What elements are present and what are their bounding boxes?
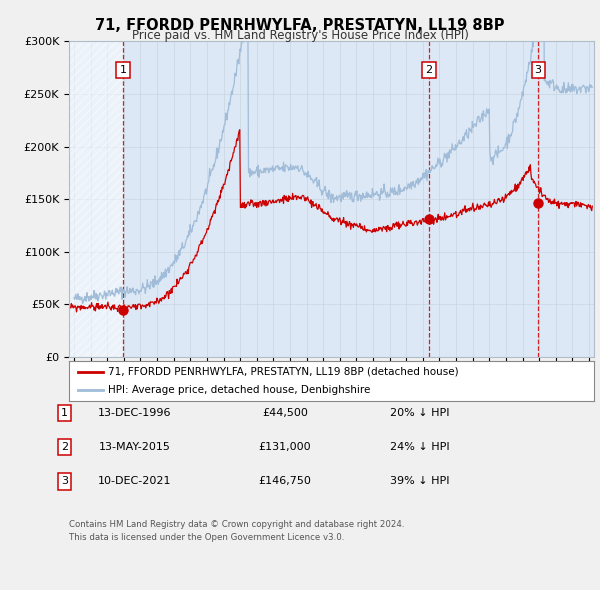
Text: 71, FFORDD PENRHWYLFA, PRESTATYN, LL19 8BP (detached house): 71, FFORDD PENRHWYLFA, PRESTATYN, LL19 8…: [109, 367, 459, 377]
Text: HPI: Average price, detached house, Denbighshire: HPI: Average price, detached house, Denb…: [109, 385, 371, 395]
Text: Price paid vs. HM Land Registry's House Price Index (HPI): Price paid vs. HM Land Registry's House …: [131, 30, 469, 42]
Bar: [69, 41, 123, 357]
Text: 10-DEC-2021: 10-DEC-2021: [98, 477, 172, 486]
Text: 24% ↓ HPI: 24% ↓ HPI: [390, 442, 450, 452]
Text: 3: 3: [535, 65, 542, 75]
Text: 1: 1: [119, 65, 127, 75]
Text: 39% ↓ HPI: 39% ↓ HPI: [390, 477, 450, 486]
Text: £131,000: £131,000: [259, 442, 311, 452]
Text: 13-DEC-1996: 13-DEC-1996: [98, 408, 172, 418]
Text: 13-MAY-2015: 13-MAY-2015: [99, 442, 171, 452]
Text: £44,500: £44,500: [262, 408, 308, 418]
Text: £146,750: £146,750: [259, 477, 311, 486]
Text: 3: 3: [61, 477, 68, 486]
Text: 1: 1: [61, 408, 68, 418]
Text: 71, FFORDD PENRHWYLFA, PRESTATYN, LL19 8BP: 71, FFORDD PENRHWYLFA, PRESTATYN, LL19 8…: [95, 18, 505, 32]
Text: 2: 2: [425, 65, 433, 75]
Text: 20% ↓ HPI: 20% ↓ HPI: [390, 408, 450, 418]
Text: Contains HM Land Registry data © Crown copyright and database right 2024.
This d: Contains HM Land Registry data © Crown c…: [69, 520, 404, 542]
Text: 2: 2: [61, 442, 68, 452]
